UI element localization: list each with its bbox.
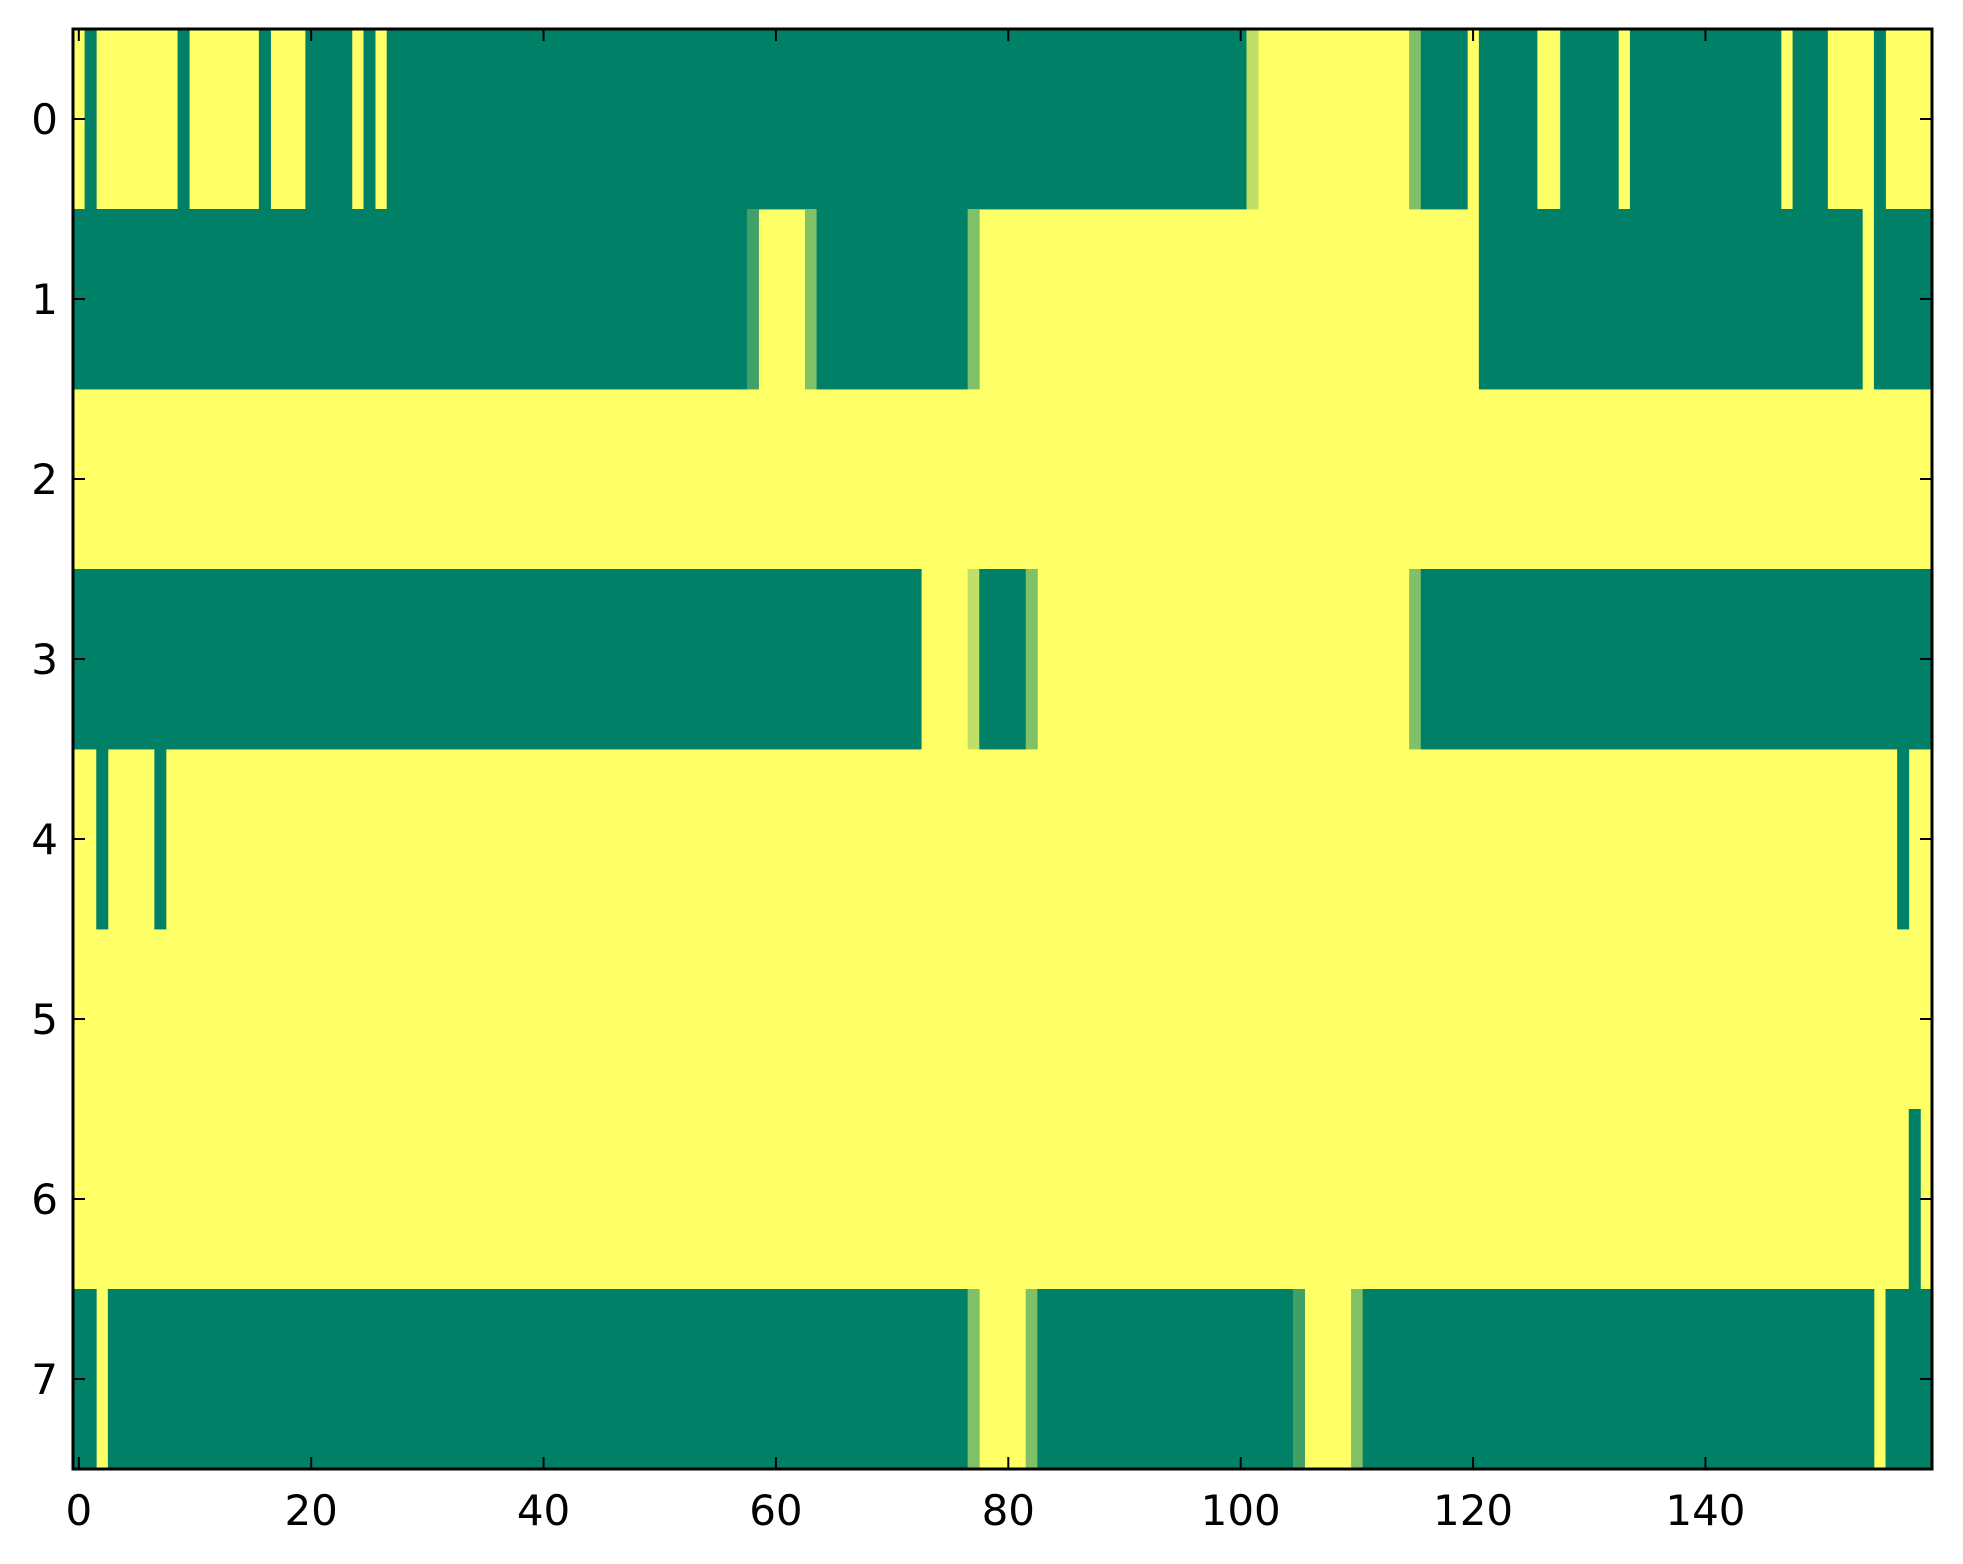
y-tick-label: 5 bbox=[31, 995, 58, 1044]
x-tick-label: 100 bbox=[1201, 1486, 1281, 1535]
x-tick-label: 0 bbox=[65, 1486, 92, 1535]
y-axis-ticks: 0 1 2 3 4 5 6 7 bbox=[31, 95, 1932, 1404]
y-tick-label: 2 bbox=[31, 455, 58, 504]
heatmap-cell-run bbox=[967, 1289, 980, 1470]
heatmap-cell-run bbox=[84, 29, 97, 210]
x-tick-label: 120 bbox=[1433, 1486, 1513, 1535]
heatmap-cell-run bbox=[1037, 1289, 1294, 1470]
heatmap-cell-run bbox=[1560, 29, 1619, 210]
heatmap-cell-run bbox=[1478, 209, 1863, 390]
x-axis-ticks: 0 20 40 60 80 100 120 140 bbox=[65, 29, 1746, 1535]
heatmap-cell-run bbox=[107, 1289, 969, 1470]
heatmap-cell-run bbox=[1351, 1289, 1364, 1470]
x-tick-label: 20 bbox=[284, 1486, 337, 1535]
heatmap-cell-run bbox=[386, 29, 422, 210]
heatmap-cell-run bbox=[96, 749, 109, 930]
heatmap-cell-run bbox=[1025, 569, 1038, 750]
y-tick-label: 1 bbox=[31, 275, 58, 324]
x-tick-label: 140 bbox=[1665, 1486, 1745, 1535]
heatmap-cell-run bbox=[177, 29, 190, 210]
heatmap-cell-run bbox=[1420, 29, 1468, 210]
heatmap-cell-run bbox=[1025, 1289, 1038, 1470]
heatmap-cell-run bbox=[363, 29, 376, 210]
heatmap-cell-run bbox=[967, 209, 980, 390]
heatmap-cell-run bbox=[1409, 29, 1422, 210]
heatmap-cell-run bbox=[73, 569, 922, 750]
heatmap-cells bbox=[73, 29, 1933, 1470]
heatmap-cell-run bbox=[1908, 1109, 1921, 1290]
heatmap-cell-run bbox=[1292, 1289, 1305, 1470]
x-tick-label: 60 bbox=[749, 1486, 802, 1535]
heatmap-cell-run bbox=[1409, 569, 1422, 750]
heatmap-cell-run bbox=[1792, 29, 1828, 210]
heatmap-cell-run bbox=[1629, 29, 1782, 210]
y-tick-label: 7 bbox=[31, 1355, 58, 1404]
heatmap-cell-run bbox=[816, 209, 969, 390]
x-tick-label: 40 bbox=[517, 1486, 570, 1535]
y-tick-label: 0 bbox=[31, 95, 58, 144]
heatmap-cell-run bbox=[73, 209, 748, 390]
heatmap-cell-run bbox=[1897, 749, 1910, 930]
y-tick-label: 4 bbox=[31, 815, 58, 864]
heatmap-cell-run bbox=[258, 29, 271, 210]
heatmap-cell-run bbox=[967, 569, 980, 750]
heatmap-cell-run bbox=[979, 569, 1027, 750]
x-tick-label: 80 bbox=[982, 1486, 1035, 1535]
y-tick-label: 3 bbox=[31, 635, 58, 684]
heatmap-cell-run bbox=[421, 29, 1247, 210]
heatmap-cell-run bbox=[305, 29, 353, 210]
heatmap-cell-run bbox=[1420, 569, 1933, 750]
y-tick-label: 6 bbox=[31, 1175, 58, 1224]
heatmap-cell-run bbox=[1246, 29, 1259, 210]
heatmap-cell-run bbox=[154, 749, 167, 930]
plot-frame bbox=[71, 27, 1934, 1471]
heatmap-cell-run bbox=[804, 209, 817, 390]
heatmap-cell-run bbox=[1362, 1289, 1875, 1470]
heatmap-cell-run bbox=[1478, 29, 1538, 210]
heatmap-cell-run bbox=[746, 209, 759, 390]
heatmap-cell-run bbox=[1873, 29, 1886, 210]
